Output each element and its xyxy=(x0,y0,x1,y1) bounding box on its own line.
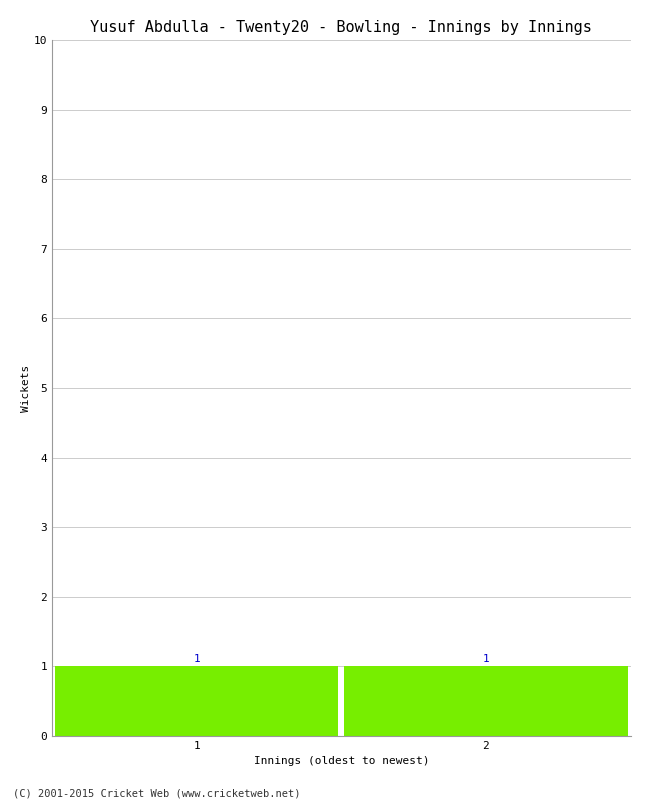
Title: Yusuf Abdulla - Twenty20 - Bowling - Innings by Innings: Yusuf Abdulla - Twenty20 - Bowling - Inn… xyxy=(90,20,592,34)
Text: 1: 1 xyxy=(193,654,200,664)
Bar xyxy=(55,666,339,736)
X-axis label: Innings (oldest to newest): Innings (oldest to newest) xyxy=(254,757,429,766)
Text: (C) 2001-2015 Cricket Web (www.cricketweb.net): (C) 2001-2015 Cricket Web (www.cricketwe… xyxy=(13,788,300,798)
Y-axis label: Wickets: Wickets xyxy=(21,364,31,412)
Bar xyxy=(344,666,628,736)
Text: 1: 1 xyxy=(482,654,489,664)
